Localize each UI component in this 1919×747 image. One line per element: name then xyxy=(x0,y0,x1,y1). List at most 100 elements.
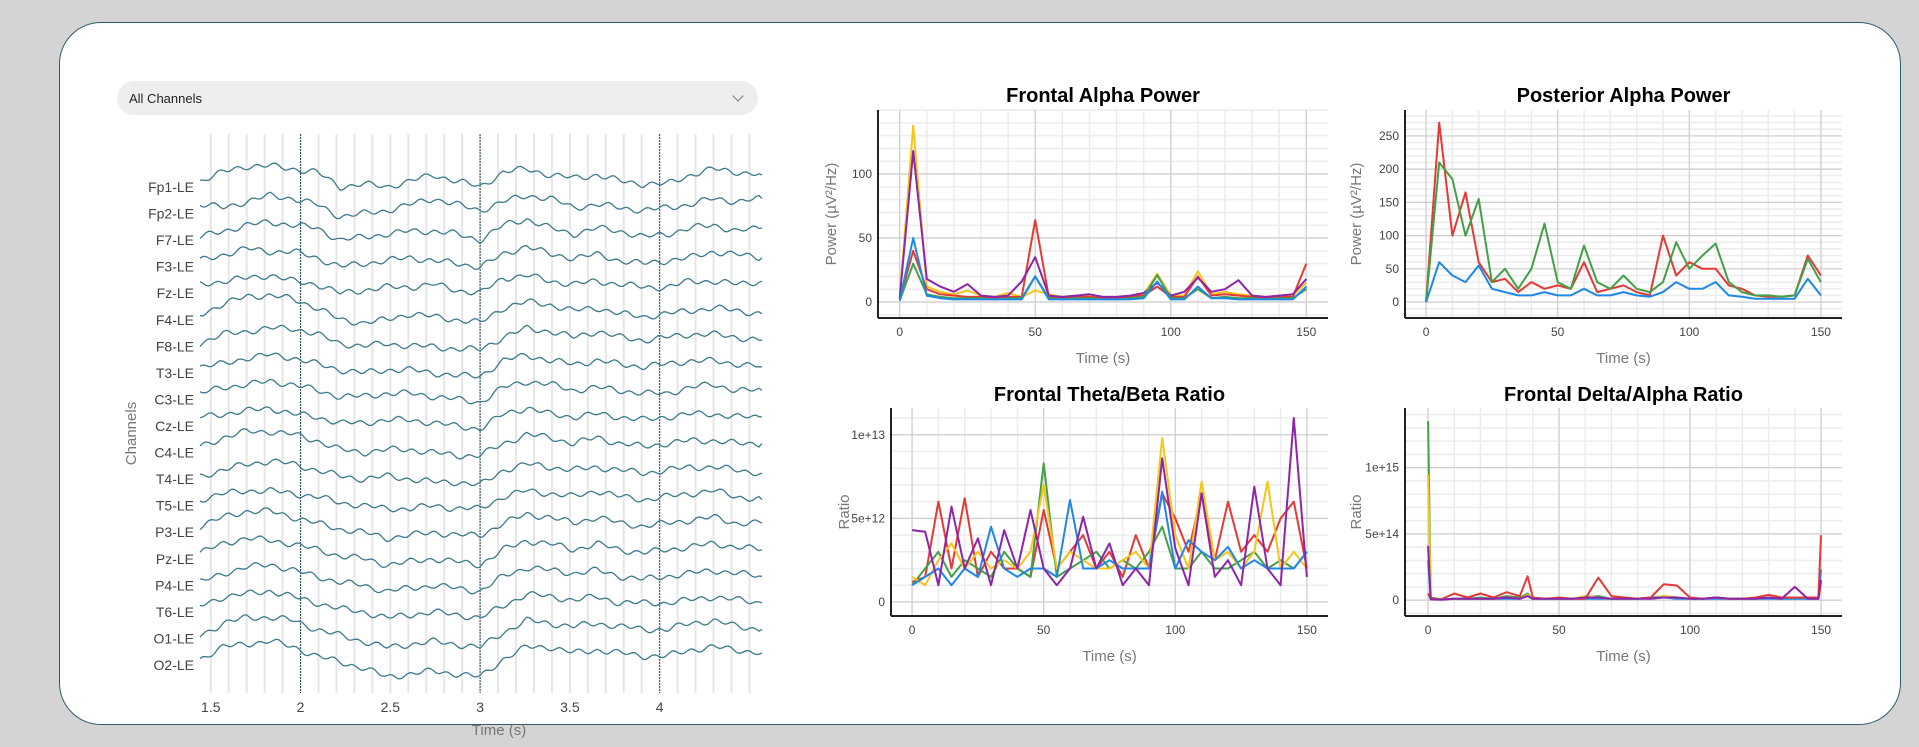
chart-frontal-theta-beta-ratio: 0 50 100 150 0 5e+12 1e+13 Frontal Theta/Beta R… xyxy=(836,384,1328,665)
chart-title: Posterior Alpha Power xyxy=(1517,85,1731,107)
channel-label: F7-LE xyxy=(156,232,194,248)
y-tick-label: 1e+13 xyxy=(851,428,885,442)
eeg-plot: Fp1-LE Fp2-LE F7-LE F3-LE Fz-LE F4-LE F8-LE T3-… xyxy=(123,134,763,739)
y-tick-label: 250 xyxy=(1379,129,1399,143)
eeg-trace-o1-le xyxy=(199,614,763,650)
eeg-x-tick-label: 2.5 xyxy=(381,699,401,715)
x-tick-label: 100 xyxy=(1165,623,1185,637)
eeg-trace-cz-le xyxy=(199,406,763,432)
y-tick-label: 100 xyxy=(1379,229,1399,243)
x-tick-label: 100 xyxy=(1679,325,1699,339)
eeg-x-tick-label: 3.5 xyxy=(560,699,580,715)
y-tick-label: 0 xyxy=(1392,295,1399,309)
chart-title: Frontal Theta/Beta Ratio xyxy=(994,384,1225,406)
series-line-0 xyxy=(1427,421,1822,601)
series-line-4 xyxy=(911,417,1308,587)
x-tick-label: 50 xyxy=(1029,325,1043,339)
y-tick-label: 5e+14 xyxy=(1365,527,1399,541)
eeg-trace-f8-le xyxy=(199,324,763,352)
x-tick-label: 50 xyxy=(1551,325,1565,339)
x-tick-label: 0 xyxy=(1425,623,1432,637)
chart-frontal-alpha-power: 0 50 100 150 0 50 100 Frontal Alpha Power Time (… xyxy=(823,85,1328,367)
x-tick-label: 50 xyxy=(1037,623,1051,637)
channel-label: P3-LE xyxy=(155,524,194,540)
channel-select-dropdown[interactable]: All Channels xyxy=(117,81,758,115)
channel-label: O2-LE xyxy=(154,657,194,673)
channel-label: F8-LE xyxy=(156,338,194,354)
channel-label: F3-LE xyxy=(156,259,194,275)
channel-label: O1-LE xyxy=(154,630,194,646)
channel-label: Fp1-LE xyxy=(148,179,194,195)
y-tick-label: 50 xyxy=(1386,262,1400,276)
eeg-trace-p4-le xyxy=(199,561,763,595)
series-line-2 xyxy=(898,150,1308,299)
channel-label: T5-LE xyxy=(156,498,194,514)
y-tick-label: 100 xyxy=(852,167,872,181)
x-tick-label: 50 xyxy=(1552,623,1566,637)
x-tick-label: 150 xyxy=(1811,623,1831,637)
eeg-trace-t5-le xyxy=(199,486,763,513)
series-line-1 xyxy=(1427,474,1822,601)
y-tick-label: 5e+12 xyxy=(851,511,885,525)
channel-label: Cz-LE xyxy=(155,418,194,434)
series-line-1 xyxy=(911,462,1308,586)
eeg-trace-t4-le xyxy=(199,458,763,487)
eeg-trace-t3-le xyxy=(199,352,763,379)
x-tick-label: 150 xyxy=(1811,325,1831,339)
y-tick-label: 200 xyxy=(1379,162,1399,176)
eeg-trace-c3-le xyxy=(199,378,763,405)
eeg-trace-fp1-le xyxy=(199,162,763,191)
eeg-x-tick-label: 1.5 xyxy=(201,699,221,715)
series-line-4 xyxy=(1427,545,1822,601)
y-tick-label: 0 xyxy=(878,595,885,609)
eeg-x-axis-label: Time (s) xyxy=(472,722,526,739)
y-tick-label: 1e+15 xyxy=(1365,461,1399,475)
channel-label: Fz-LE xyxy=(157,285,194,301)
x-axis-label: Time (s) xyxy=(1076,350,1130,367)
channel-label: T6-LE xyxy=(156,604,194,620)
y-tick-label: 0 xyxy=(865,295,872,309)
series-line-4 xyxy=(898,237,1307,301)
x-tick-label: 0 xyxy=(909,623,916,637)
eeg-trace-o2-le xyxy=(199,638,763,680)
eeg-trace-fp2-le xyxy=(199,191,763,220)
eeg-trace-t6-le xyxy=(199,589,763,621)
eeg-x-tick-label: 4 xyxy=(656,699,664,715)
x-axis-label: Time (s) xyxy=(1082,648,1136,665)
channel-label: Pz-LE xyxy=(156,551,194,567)
chart-title: Frontal Delta/Alpha Ratio xyxy=(1504,384,1743,406)
y-tick-label: 150 xyxy=(1379,195,1399,209)
eeg-x-tick-label: 3 xyxy=(476,699,484,715)
eeg-y-axis-label: Channels xyxy=(123,402,140,465)
chart-title: Frontal Alpha Power xyxy=(1006,85,1200,107)
channel-label: Fp2-LE xyxy=(148,206,194,222)
eeg-trace-f7-le xyxy=(199,217,763,245)
eeg-trace-f3-le xyxy=(199,245,763,270)
x-tick-label: 150 xyxy=(1296,325,1316,339)
series-line-1 xyxy=(1425,161,1822,303)
chart-frontal-delta-alpha-ratio: 0 50 100 150 0 5e+14 1e+15 Frontal Delta/Alpha … xyxy=(1348,384,1842,665)
y-tick-label: 0 xyxy=(1392,593,1399,607)
series-line-3 xyxy=(1427,535,1822,601)
channel-label: C3-LE xyxy=(154,391,194,407)
y-axis-label: Power (µV²/Hz) xyxy=(1348,163,1365,266)
series-line-3 xyxy=(911,490,1308,587)
eeg-trace-pz-le xyxy=(199,535,763,569)
series-line-2 xyxy=(911,437,1308,587)
series-line-2 xyxy=(1425,261,1822,303)
channel-label: T4-LE xyxy=(156,471,194,487)
x-tick-label: 0 xyxy=(1423,325,1430,339)
y-axis-label: Ratio xyxy=(1348,494,1365,529)
x-tick-label: 100 xyxy=(1680,623,1700,637)
eeg-trace-c4-le xyxy=(199,428,763,460)
x-tick-label: 150 xyxy=(1297,623,1317,637)
eeg-trace-p3-le xyxy=(199,507,763,543)
eeg-trace-fz-le xyxy=(199,273,763,296)
x-tick-label: 0 xyxy=(896,325,903,339)
chart-posterior-alpha-power: 0 50 100 150 0 50 100 150 200 250 Posterior Alpha … xyxy=(1348,85,1842,367)
y-tick-label: 50 xyxy=(859,231,873,245)
channel-select-value: All Channels xyxy=(129,90,202,106)
eeg-trace-f4-le xyxy=(199,293,763,326)
x-axis-label: Time (s) xyxy=(1596,350,1650,367)
